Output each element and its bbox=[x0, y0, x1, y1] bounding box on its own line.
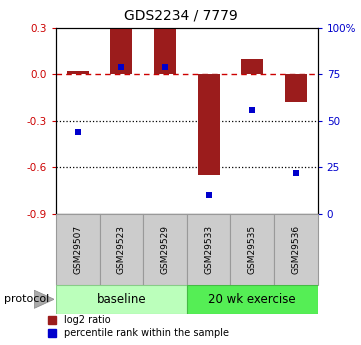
Text: 20 wk exercise: 20 wk exercise bbox=[208, 293, 296, 306]
Text: GSM29507: GSM29507 bbox=[73, 225, 82, 274]
Text: baseline: baseline bbox=[97, 293, 146, 306]
Point bbox=[206, 193, 212, 198]
Bar bbox=[154, 28, 176, 74]
Text: GSM29523: GSM29523 bbox=[117, 225, 126, 274]
Polygon shape bbox=[34, 290, 54, 308]
Point bbox=[118, 64, 124, 69]
Bar bbox=[143, 214, 187, 285]
Bar bbox=[230, 214, 274, 285]
Bar bbox=[198, 74, 219, 175]
Bar bbox=[274, 214, 318, 285]
Point bbox=[75, 129, 81, 135]
Text: GSM29529: GSM29529 bbox=[161, 225, 170, 274]
Bar bbox=[56, 285, 187, 314]
Bar bbox=[56, 214, 100, 285]
Bar bbox=[100, 214, 143, 285]
Text: protocol: protocol bbox=[4, 294, 49, 304]
Legend: log2 ratio, percentile rank within the sample: log2 ratio, percentile rank within the s… bbox=[48, 315, 229, 338]
Point bbox=[249, 107, 255, 112]
Point bbox=[162, 64, 168, 69]
Text: GSM29536: GSM29536 bbox=[291, 225, 300, 274]
Bar bbox=[242, 59, 263, 74]
Point bbox=[293, 170, 299, 176]
Text: GSM29533: GSM29533 bbox=[204, 225, 213, 274]
Bar bbox=[187, 214, 230, 285]
Bar bbox=[187, 285, 318, 314]
Text: GSM29535: GSM29535 bbox=[248, 225, 257, 274]
Bar bbox=[285, 74, 307, 102]
Text: GDS2234 / 7779: GDS2234 / 7779 bbox=[123, 9, 238, 23]
Bar bbox=[110, 28, 132, 74]
Bar bbox=[67, 71, 89, 74]
